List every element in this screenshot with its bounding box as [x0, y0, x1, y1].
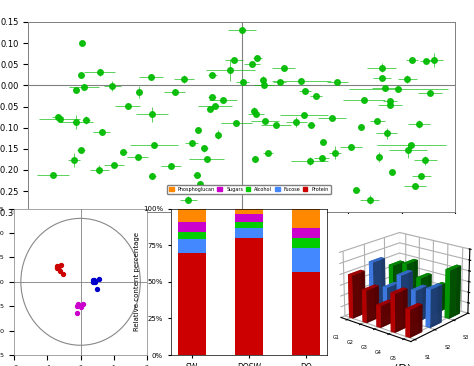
Bar	[292, 238, 320, 248]
Point	[53, 265, 61, 270]
X-axis label: p(1): p(1)	[232, 236, 252, 247]
Point	[77, 304, 84, 310]
Text: (D): (D)	[394, 364, 411, 366]
Point	[91, 279, 99, 285]
Point	[53, 264, 61, 270]
Point	[93, 286, 101, 292]
Bar	[292, 228, 320, 238]
Bar	[292, 209, 320, 228]
Bar	[292, 272, 320, 355]
Bar	[235, 228, 263, 238]
Point	[59, 271, 67, 277]
Point	[74, 301, 82, 307]
Bar	[178, 209, 206, 222]
Y-axis label: Relative content percentage: Relative content percentage	[134, 232, 140, 331]
Bar	[235, 214, 263, 222]
Text: (A): (A)	[234, 247, 250, 257]
Bar	[235, 222, 263, 228]
Point	[54, 263, 61, 269]
Bar	[178, 222, 206, 232]
Point	[56, 268, 64, 274]
Point	[57, 262, 64, 268]
Bar	[235, 209, 263, 214]
Bar	[235, 238, 263, 355]
Bar	[178, 239, 206, 253]
Point	[79, 301, 87, 307]
Legend: Phosphoglucan, Sugars, Alcohol, Fucose, Protein: Phosphoglucan, Sugars, Alcohol, Fucose, …	[167, 185, 330, 194]
Point	[90, 279, 97, 285]
Point	[55, 264, 63, 269]
Bar	[178, 232, 206, 239]
Point	[96, 276, 103, 282]
Point	[90, 277, 98, 283]
Point	[55, 265, 62, 270]
Point	[73, 310, 81, 316]
Bar	[292, 248, 320, 272]
Point	[73, 303, 81, 309]
Point	[90, 277, 97, 283]
Bar	[178, 253, 206, 355]
